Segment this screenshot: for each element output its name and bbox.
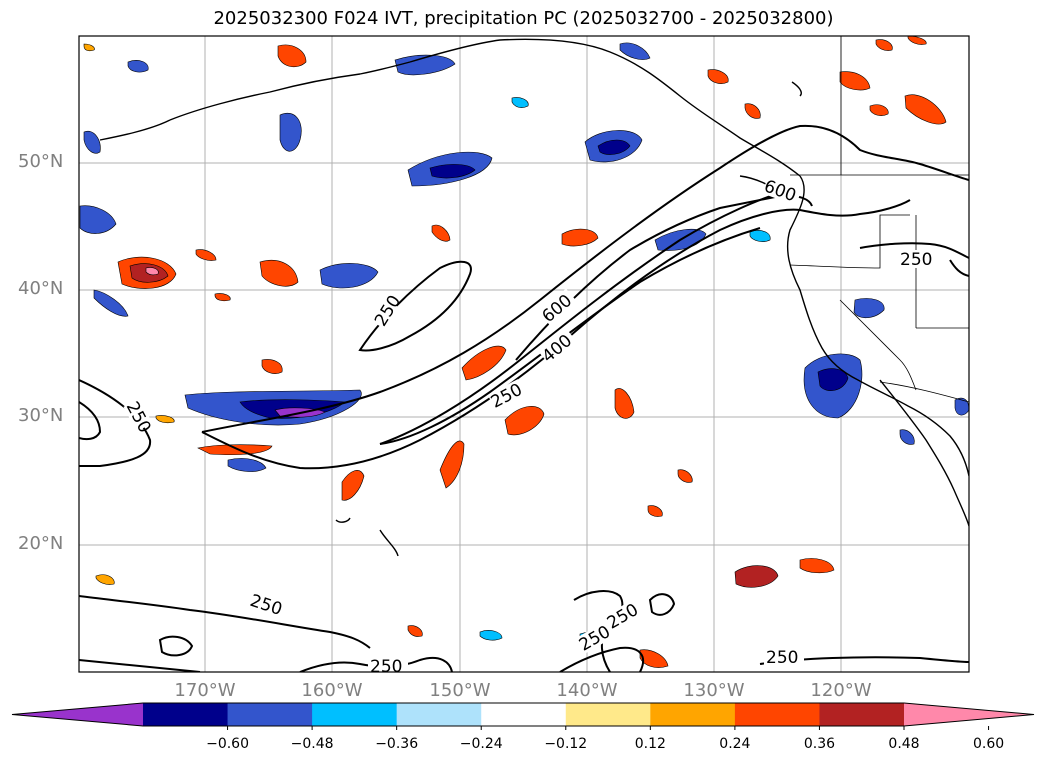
precip-blob [899,429,915,445]
colorbar-segment [227,703,313,726]
colorbar-segment [565,703,651,726]
colorbar-tick-label: −0.36 [375,736,419,752]
precip-blob [197,444,273,456]
lat-label: 50°N [18,151,64,172]
colorbar-tick-label: −0.12 [544,736,588,752]
precip-blob [127,60,149,73]
colorbar-segment [312,703,398,726]
colorbar-outline [11,702,1035,727]
lat-label: 20°N [18,533,64,554]
colorbar-segment [481,703,567,726]
contour-label: 250 [370,657,402,677]
colorbar-segment [819,703,905,726]
colorbar-extend-high [904,703,1034,726]
precip-blob [799,558,835,574]
precip-blob [407,625,423,637]
precip-blob [259,260,299,287]
lat-label: 40°N [18,278,64,299]
precip-blob [904,94,947,125]
precip-blob [155,415,175,424]
precip-blob [261,359,283,374]
precip-blob [734,565,779,588]
colorbar-tick-label: 0.12 [634,736,666,752]
contour-label: 250 [900,250,932,270]
precip-blob [279,113,302,152]
map-title: 2025032300 F024 IVT, precipitation PC (2… [213,8,834,29]
colorbar-tick-label: −0.60 [206,736,249,752]
colorbar-segment [734,703,820,726]
precip-blob [479,630,503,641]
lat-label: 30°N [18,405,64,426]
precip-blob [853,298,885,319]
lon-label: 170°W [174,680,236,701]
lon-label: 150°W [429,680,491,701]
colorbar-tick-label: 0.48 [888,736,920,752]
precip-blob [869,104,889,116]
precip-blob [83,130,101,154]
precip-blob [839,71,871,91]
precip-blob [561,228,599,247]
colorbar-tick-label: −0.48 [290,736,334,752]
precip-blob [195,249,217,261]
precip-blob [875,39,893,51]
precip-pc-field [79,36,969,668]
precip-blob [749,230,771,242]
colorbar-tick-label: 0.24 [719,736,751,752]
precip-blob [744,103,761,119]
lon-label: 160°W [301,680,363,701]
map-frame [78,35,970,673]
precip-blob [214,293,231,302]
precip-blob [597,139,631,155]
precip-blob [707,69,729,84]
precip-blob [907,36,927,45]
precip-blob [227,458,267,472]
colorbar-segment [143,703,229,726]
country-borders [789,36,969,403]
lon-label: 140°W [556,680,618,701]
colorbar-segment [650,703,736,726]
colorbar-extend-low [12,703,143,726]
precip-blob [614,388,635,419]
precip-blob [341,470,365,501]
precip-blob [817,368,849,391]
precip-blob [511,97,529,108]
precip-blob [461,345,507,381]
colorbar [11,702,1035,730]
colorbar-tick-label: −0.24 [459,736,503,752]
precip-blob [319,263,379,289]
precip-blob [439,440,465,489]
precip-blob [277,44,307,68]
precip-blob [504,406,545,436]
colorbar-segment [396,703,482,726]
precip-blob [429,164,476,179]
precip-blob [677,469,693,483]
precip-blob [394,54,456,76]
colorbar-tick-label: 0.36 [803,736,836,752]
colorbar-tick-label: 0.60 [972,736,1005,752]
precip-blob [145,267,159,276]
precip-blob [79,205,117,234]
precip-blob [954,397,969,416]
precip-blob [619,42,651,60]
lon-label: 120°W [810,680,872,701]
precip-blob [647,505,663,517]
precip-blob [95,574,115,585]
precip-blob [431,224,451,242]
precip-blob [83,43,95,52]
precip-blob [93,289,129,317]
contour-label: 250 [766,648,798,668]
lon-label: 130°W [683,680,745,701]
